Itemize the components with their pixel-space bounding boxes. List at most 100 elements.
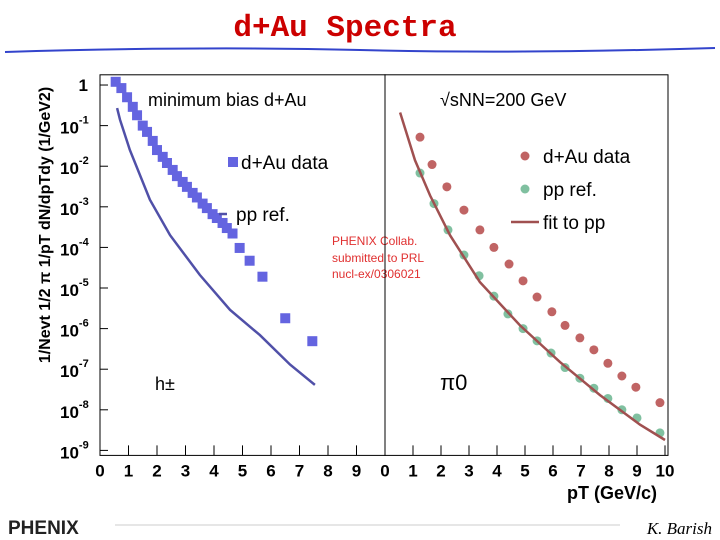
data-point [191,192,202,203]
y-tick-base: 10 [60,403,79,422]
y-tick-label: 10-1 [60,115,89,138]
data-point [489,242,499,252]
data-point [504,259,514,269]
data-point [116,83,127,94]
data-point [575,333,585,343]
y-tick-exponent: -8 [79,399,89,411]
data-point [181,181,192,192]
y-tick-label: 10-8 [60,399,89,422]
y-tick-base: 10 [60,159,79,178]
y-tick-label: 1 [79,76,88,95]
data-point [518,276,528,286]
legend-label: d+Au data [241,153,329,174]
y-tick-base: 10 [60,322,79,341]
x-tick-label: 9 [352,461,361,480]
x-tick-label: 2 [152,461,161,480]
plot-area [110,76,318,386]
legend-label: pp ref. [236,205,290,226]
plot-frame [384,74,669,456]
y-tick-exponent: -2 [79,155,89,167]
y-tick-label: 10-9 [60,439,89,462]
y-tick-exponent: -4 [79,236,90,248]
data-point [617,371,627,381]
data-point [560,320,570,330]
x-tick-label: 4 [492,461,502,480]
x-tick-label: 7 [576,461,585,480]
x-tick-label: 10 [656,461,675,480]
y-tick-label: 10-2 [60,155,89,178]
data-point [137,120,148,131]
data-point [147,135,158,146]
data-point [127,101,138,112]
data-point [589,345,599,355]
data-point [152,145,162,156]
plot-area [398,112,666,442]
legend-label: fit to pp [543,213,605,234]
y-tick-exponent: -6 [79,318,89,330]
y-tick-label: 10-6 [60,318,89,341]
x-tick-label: 1 [408,461,417,480]
y-tick-base: 10 [60,240,79,259]
line-series [115,107,316,386]
annotation: √sNN=200 GeV [440,90,566,110]
x-tick-label: 6 [548,461,557,480]
data-point [475,225,485,235]
data-point [221,223,232,234]
y-tick-exponent: -3 [79,196,89,208]
legend-label: d+Au data [543,147,631,168]
data-point [244,255,255,266]
x-tick-label: 2 [436,461,445,480]
x-tick-label: 6 [266,461,275,480]
data-point [459,205,469,215]
y-tick-exponent: -9 [79,439,89,451]
data-point [307,336,318,347]
legend-label: pp ref. [543,180,597,201]
data-point [110,76,121,87]
data-point [201,203,212,214]
data-point [171,171,182,182]
data-point [217,217,228,228]
data-point [257,271,268,282]
slide-title: d+Au Spectra [233,11,456,46]
x-tick-label: 7 [295,461,304,480]
data-point [442,182,452,192]
y-tick-exponent: -1 [79,115,89,127]
title-underline [4,47,716,53]
data-point [211,213,222,224]
data-point [227,228,238,239]
y-axis-label: 1/Nevt 1/2 π 1/pT dN/dpTdy (1/GeV2) [37,87,54,363]
y-tick-base: 10 [60,281,79,300]
x-tick-label: 5 [238,461,247,480]
x-tick-label: 8 [604,461,613,480]
annotation: submitted to PRL [332,251,424,265]
y-tick-label: 10-4 [60,236,90,259]
data-point [161,158,172,169]
footer-author: K. Barish [646,519,712,538]
annotation: h± [155,374,175,394]
x-axis-label: pT (GeV/c) [567,483,657,503]
annotation: PHENIX Collab. [332,234,417,248]
y-tick-label: 10-7 [60,358,89,381]
y-tick-label: 10-3 [60,196,89,219]
annotation: nucl-ex/0306021 [332,267,421,281]
data-point [234,242,245,253]
data-point [167,164,178,175]
x-tick-label: 9 [632,461,641,480]
data-point [122,92,133,103]
data-point [132,110,143,121]
y-tick-base: 10 [60,200,79,219]
legend-swatch [520,151,530,161]
data-point [157,151,168,162]
legend-swatch [228,157,238,167]
x-tick-label: 3 [464,461,473,480]
legend-swatch [520,184,530,194]
x-tick-label: 3 [181,461,190,480]
x-tick-label: 0 [95,461,104,480]
data-point [427,160,437,170]
x-tick-label: 4 [209,461,219,480]
line-series [398,112,666,442]
data-point [280,313,291,324]
data-point [603,358,613,368]
annotation: π0 [440,370,467,395]
